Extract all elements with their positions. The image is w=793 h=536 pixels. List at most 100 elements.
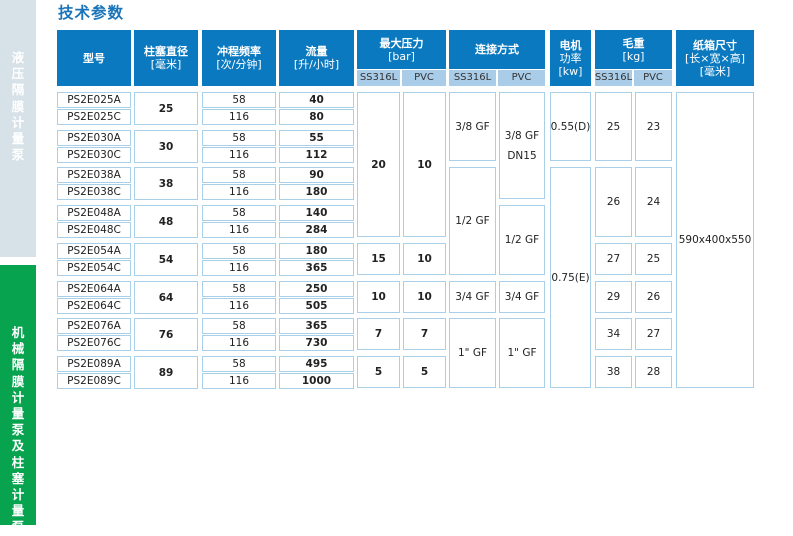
plunger-cell: 64 <box>134 281 198 314</box>
subheader-ss316l: SS316L <box>595 70 632 86</box>
header-pressure-line: [bar] <box>388 49 415 63</box>
stroke-cell: 116 <box>202 335 276 351</box>
header-stroke-line: 冲程频率 <box>217 45 261 58</box>
stroke-cell: 58 <box>202 281 276 297</box>
header-plunger-line: [毫米] <box>150 58 182 71</box>
sidebar-tab-char: 柱 <box>11 454 25 470</box>
header-plunger-line: 柱塞直径 <box>144 45 188 58</box>
weight-pvc-cell: 26 <box>635 281 672 313</box>
pressure-ss-cell: 15 <box>357 243 400 275</box>
motor-cell: 0.75(E) <box>550 167 591 388</box>
flow-cell: 90 <box>279 167 354 183</box>
header-plunger: 柱塞直径 [毫米] <box>134 30 198 86</box>
sidebar-tab-char: 量 <box>11 503 25 519</box>
header-stroke: 冲程频率 [次/分钟] <box>202 30 276 86</box>
model-cell: PS2E048C <box>57 222 131 238</box>
weight-pvc-cell: 23 <box>635 92 672 161</box>
model-cell: PS2E030A <box>57 130 131 146</box>
pressure-ss-cell: 7 <box>357 318 400 350</box>
plunger-cell: 76 <box>134 318 198 351</box>
pressure-pvc-cell: 10 <box>403 281 446 313</box>
sidebar-tab-char: 泵 <box>11 422 25 438</box>
sidebar-tab-char: 压 <box>11 66 25 82</box>
plunger-cell: 30 <box>134 130 198 163</box>
sidebar-tab-mechanical-diaphragm[interactable]: 机械隔膜计量泵及柱塞计量泵 <box>0 265 36 534</box>
stroke-cell: 116 <box>202 298 276 314</box>
header-motor-line: 功率 <box>559 51 582 65</box>
model-cell: PS2E030C <box>57 147 131 163</box>
sidebar-tab-char: 计 <box>11 487 25 503</box>
pressure-ss-cell: 20 <box>357 92 400 237</box>
weight-pvc-cell: 24 <box>635 167 672 237</box>
header-connection-line: 连接方式 <box>475 43 519 56</box>
weight-pvc-cell: 27 <box>635 318 672 350</box>
flow-cell: 180 <box>279 184 354 200</box>
connection-ss-cell: 1/2 GF <box>449 167 496 275</box>
weight-ss-cell: 26 <box>595 167 632 237</box>
sidebar-tab-char: 量 <box>11 406 25 422</box>
header-connection: 连接方式 <box>449 30 545 69</box>
sidebar-tab-char: 膜 <box>11 98 25 114</box>
connection-ss-cell: 3/4 GF <box>449 281 496 313</box>
sidebar-tab-char: 量 <box>11 131 25 147</box>
model-cell: PS2E089C <box>57 373 131 389</box>
sidebar-tab-char: 械 <box>11 341 25 357</box>
header-stroke-line: [次/分钟] <box>216 58 262 71</box>
pressure-pvc-cell: 10 <box>403 243 446 275</box>
stroke-cell: 58 <box>202 167 276 183</box>
model-cell: PS2E038A <box>57 167 131 183</box>
header-carton: 纸箱尺寸 [长×宽×高] [毫米] <box>676 30 754 86</box>
flow-cell: 112 <box>279 147 354 163</box>
stroke-cell: 58 <box>202 243 276 259</box>
weight-ss-cell: 25 <box>595 92 632 161</box>
model-cell: PS2E054C <box>57 260 131 276</box>
flow-cell: 365 <box>279 318 354 334</box>
header-motor: 电机 功率 [kw] <box>550 30 591 86</box>
model-cell: PS2E064A <box>57 281 131 297</box>
stroke-cell: 116 <box>202 260 276 276</box>
model-cell: PS2E048A <box>57 205 131 221</box>
carton-cell: 590x400x550 <box>676 92 754 388</box>
plunger-cell: 48 <box>134 205 198 238</box>
motor-cell: 0.55(D) <box>550 92 591 161</box>
header-carton-line: 纸箱尺寸 <box>693 38 737 52</box>
stroke-cell: 58 <box>202 356 276 372</box>
flow-cell: 495 <box>279 356 354 372</box>
flow-cell: 284 <box>279 222 354 238</box>
header-flow-line: [升/小时] <box>293 58 340 71</box>
model-cell: PS2E025A <box>57 92 131 108</box>
plunger-cell: 89 <box>134 356 198 389</box>
header-pressure-line: 最大压力 <box>379 36 424 50</box>
weight-ss-cell: 29 <box>595 281 632 313</box>
weight-ss-cell: 27 <box>595 243 632 275</box>
connection-pvc-cell: 1/2 GF <box>499 205 545 275</box>
sidebar-tab-hydraulic-diaphragm[interactable]: 液压隔膜计量泵 <box>0 0 36 257</box>
header-flow: 流量 [升/小时] <box>279 30 354 86</box>
model-cell: PS2E076A <box>57 318 131 334</box>
subheader-pvc: PVC <box>634 70 672 86</box>
stroke-cell: 116 <box>202 373 276 389</box>
sidebar-tab-char: 及 <box>11 438 25 454</box>
subheader-pvc: PVC <box>498 70 545 86</box>
model-cell: PS2E054A <box>57 243 131 259</box>
sidebar-tab-char: 泵 <box>11 519 25 535</box>
flow-cell: 180 <box>279 243 354 259</box>
stroke-cell: 58 <box>202 318 276 334</box>
header-carton-line: [毫米] <box>699 64 731 78</box>
flow-cell: 730 <box>279 335 354 351</box>
flow-cell: 1000 <box>279 373 354 389</box>
plunger-cell: 25 <box>134 92 198 125</box>
page-title: 技术参数 <box>58 4 125 22</box>
weight-ss-cell: 34 <box>595 318 632 350</box>
sidebar-tab-char: 机 <box>11 325 25 340</box>
weight-pvc-cell: 28 <box>635 356 672 388</box>
header-weight-line: 毛重 <box>622 36 645 50</box>
connection-pvc-cell: 1" GF <box>499 318 545 388</box>
header-weight: 毛重 [kg] <box>595 30 672 69</box>
subheader-ss316l: SS316L <box>357 70 400 86</box>
connection-ss-cell: 3/8 GF <box>449 92 496 161</box>
pressure-ss-cell: 5 <box>357 356 400 388</box>
stroke-cell: 58 <box>202 92 276 108</box>
stroke-cell: 116 <box>202 147 276 163</box>
stroke-cell: 58 <box>202 205 276 221</box>
